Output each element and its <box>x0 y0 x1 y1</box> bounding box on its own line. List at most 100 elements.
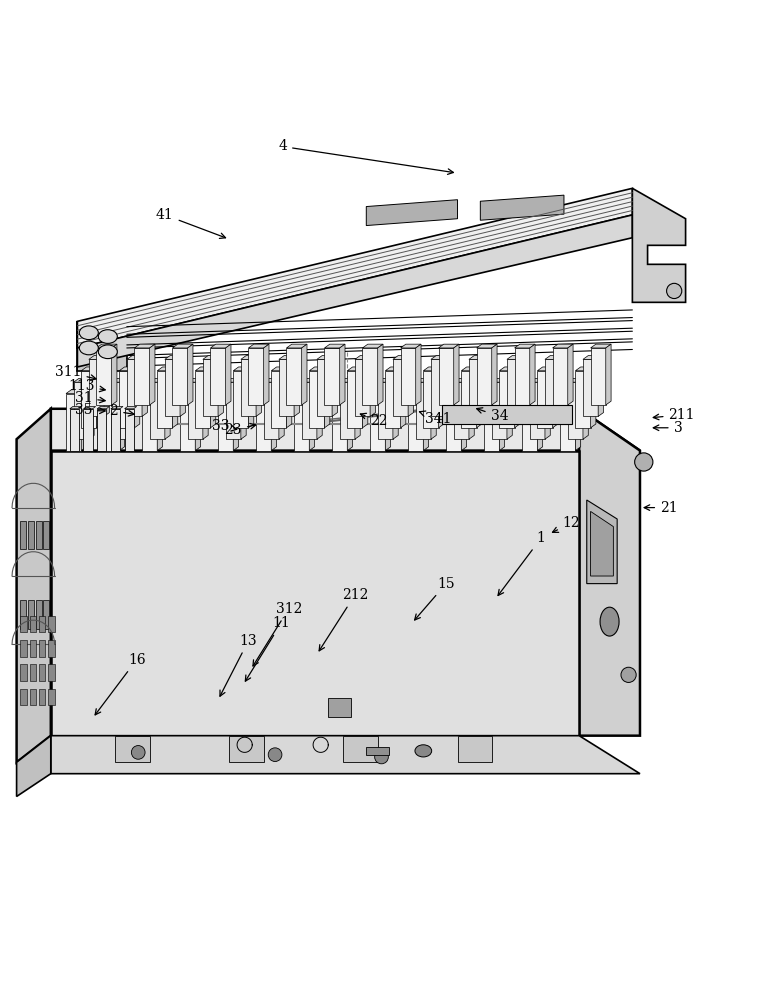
Polygon shape <box>499 371 514 428</box>
Polygon shape <box>431 356 452 359</box>
Polygon shape <box>28 600 34 629</box>
Polygon shape <box>43 521 50 549</box>
Polygon shape <box>111 382 127 439</box>
Polygon shape <box>575 367 596 371</box>
Polygon shape <box>408 390 429 394</box>
Polygon shape <box>393 359 408 416</box>
Polygon shape <box>127 359 142 416</box>
Text: 41: 41 <box>156 208 226 238</box>
Polygon shape <box>21 521 27 549</box>
Polygon shape <box>552 348 568 405</box>
Text: 33: 33 <box>211 419 237 433</box>
Polygon shape <box>301 378 322 382</box>
Text: 31: 31 <box>75 391 105 405</box>
Polygon shape <box>439 344 459 348</box>
Polygon shape <box>560 390 581 394</box>
Polygon shape <box>491 344 497 405</box>
Polygon shape <box>142 390 163 394</box>
Polygon shape <box>226 382 241 439</box>
Polygon shape <box>211 348 226 405</box>
Polygon shape <box>385 371 401 428</box>
Text: 21: 21 <box>644 501 678 515</box>
Polygon shape <box>272 367 291 371</box>
Polygon shape <box>233 367 254 371</box>
Polygon shape <box>180 394 195 451</box>
Text: 2: 2 <box>110 404 134 418</box>
Polygon shape <box>408 356 414 416</box>
Polygon shape <box>340 378 360 382</box>
Text: 35: 35 <box>75 403 105 417</box>
Polygon shape <box>477 348 491 405</box>
Polygon shape <box>66 390 86 394</box>
Polygon shape <box>180 356 185 416</box>
Polygon shape <box>77 321 127 371</box>
Polygon shape <box>324 367 330 428</box>
Text: 1: 1 <box>498 531 546 595</box>
Polygon shape <box>172 348 188 405</box>
Polygon shape <box>278 378 284 439</box>
Polygon shape <box>241 356 262 359</box>
Polygon shape <box>481 195 564 220</box>
Polygon shape <box>83 409 92 451</box>
Polygon shape <box>195 390 201 451</box>
Polygon shape <box>21 689 27 705</box>
Polygon shape <box>264 378 284 382</box>
Polygon shape <box>17 736 51 796</box>
Polygon shape <box>477 367 482 428</box>
Polygon shape <box>111 344 117 405</box>
Polygon shape <box>218 390 239 394</box>
Polygon shape <box>477 344 497 348</box>
Polygon shape <box>537 367 558 371</box>
Text: 22: 22 <box>360 413 388 428</box>
Polygon shape <box>127 356 147 359</box>
Polygon shape <box>142 356 147 416</box>
Polygon shape <box>272 390 277 451</box>
Polygon shape <box>43 600 50 629</box>
Polygon shape <box>134 344 155 348</box>
Polygon shape <box>294 390 314 394</box>
Polygon shape <box>545 356 565 359</box>
Text: 16: 16 <box>95 653 146 715</box>
Polygon shape <box>423 371 439 428</box>
Polygon shape <box>485 356 489 416</box>
Polygon shape <box>552 367 558 428</box>
Polygon shape <box>507 378 512 439</box>
Polygon shape <box>485 390 504 394</box>
Polygon shape <box>499 390 504 451</box>
Polygon shape <box>256 394 272 451</box>
Polygon shape <box>514 367 520 428</box>
Polygon shape <box>119 390 124 451</box>
Polygon shape <box>370 390 391 394</box>
Circle shape <box>667 283 682 299</box>
Polygon shape <box>286 367 291 428</box>
Polygon shape <box>48 616 55 632</box>
Polygon shape <box>568 378 588 382</box>
Polygon shape <box>96 367 101 428</box>
Polygon shape <box>583 359 598 416</box>
Polygon shape <box>30 689 37 705</box>
Circle shape <box>621 667 636 682</box>
Polygon shape <box>124 406 137 409</box>
Polygon shape <box>530 382 545 439</box>
Polygon shape <box>633 188 686 302</box>
Polygon shape <box>522 394 537 451</box>
Text: 311: 311 <box>55 365 96 380</box>
Text: 34: 34 <box>477 408 508 423</box>
Polygon shape <box>317 359 332 416</box>
Polygon shape <box>211 344 231 348</box>
Polygon shape <box>366 747 389 755</box>
Polygon shape <box>36 600 42 629</box>
Polygon shape <box>30 640 37 657</box>
Polygon shape <box>134 348 150 405</box>
Polygon shape <box>591 367 596 428</box>
Polygon shape <box>431 378 436 439</box>
Polygon shape <box>97 409 106 451</box>
Polygon shape <box>48 689 55 705</box>
Polygon shape <box>522 356 527 416</box>
Polygon shape <box>568 344 573 405</box>
Polygon shape <box>309 390 314 451</box>
Ellipse shape <box>79 341 98 355</box>
Polygon shape <box>150 378 170 382</box>
Polygon shape <box>172 344 193 348</box>
Polygon shape <box>324 348 340 405</box>
